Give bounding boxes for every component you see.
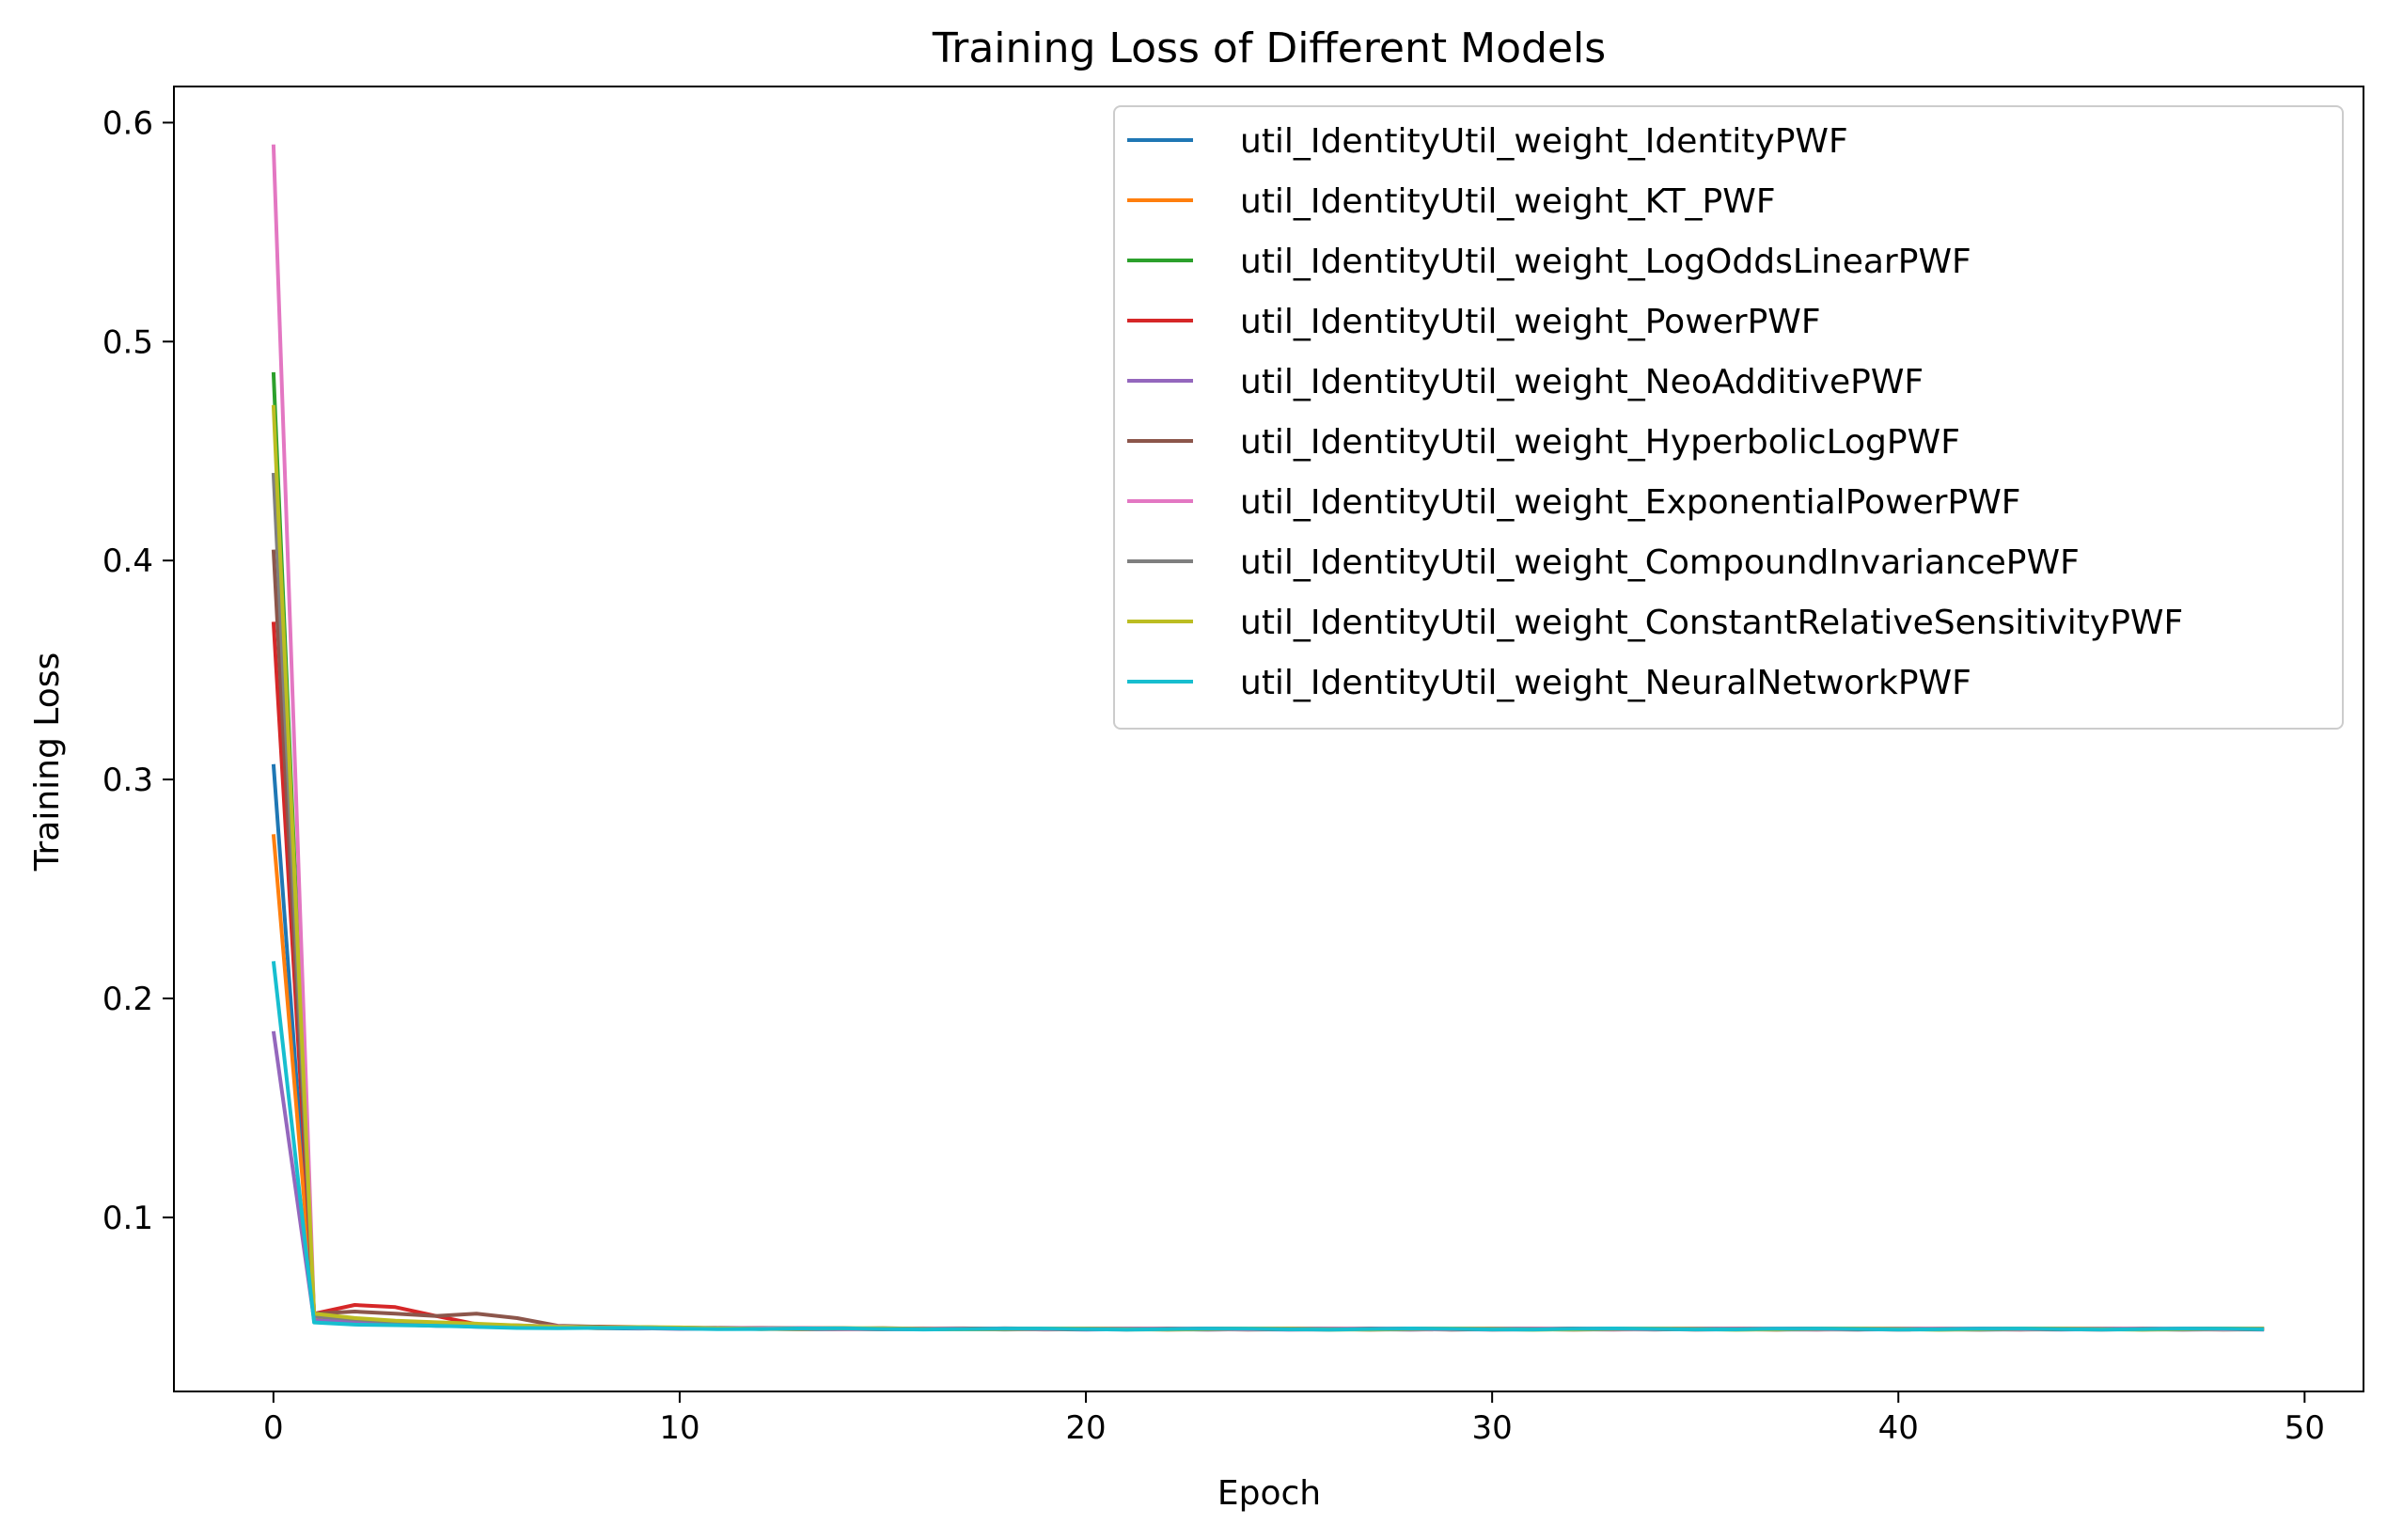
legend-label: util_IdentityUtil_weight_LogOddsLinearPW… — [1240, 243, 1971, 281]
x-tick-label: 20 — [1065, 1409, 1106, 1447]
axes: 0 10 20 30 40 50 0.1 0.2 0.3 0.4 0.5 0.6 — [102, 86, 2364, 1447]
y-tick-label: 0.3 — [102, 762, 153, 799]
x-tick-label: 0 — [263, 1409, 284, 1447]
legend-label: util_IdentityUtil_weight_NeuralNetworkPW… — [1240, 664, 1971, 702]
legend-label: util_IdentityUtil_weight_KT_PWF — [1240, 182, 1776, 221]
y-tick-label: 0.1 — [102, 1200, 153, 1237]
chart-title: Training Loss of Different Models — [932, 24, 1606, 72]
legend-label: util_IdentityUtil_weight_IdentityPWF — [1240, 122, 1848, 161]
y-tick-label: 0.5 — [102, 323, 153, 361]
legend-box — [1113, 105, 2344, 730]
x-tick-label: 10 — [659, 1409, 699, 1447]
plot-area — [271, 144, 2265, 1332]
x-tick-label: 30 — [1472, 1409, 1513, 1447]
y-tick-label: 0.2 — [102, 981, 153, 1018]
legend-label: util_IdentityUtil_weight_ExponentialPowe… — [1240, 483, 2021, 522]
x-tick-label: 50 — [2285, 1409, 2325, 1447]
legend-label: util_IdentityUtil_weight_HyperbolicLogPW… — [1240, 423, 1960, 462]
x-tick-label: 40 — [1878, 1409, 1919, 1447]
legend: util_IdentityUtil_weight_IdentityPWFutil… — [1113, 105, 2344, 730]
x-axis-label: Epoch — [1217, 1474, 1321, 1513]
y-tick-label: 0.4 — [102, 542, 153, 580]
legend-label: util_IdentityUtil_weight_ConstantRelativ… — [1240, 604, 2183, 642]
legend-label: util_IdentityUtil_weight_CompoundInvaria… — [1240, 543, 2080, 582]
legend-label: util_IdentityUtil_weight_PowerPWF — [1240, 303, 1821, 341]
y-axis-label: Training Loss — [28, 652, 67, 872]
legend-label: util_IdentityUtil_weight_NeoAdditivePWF — [1240, 363, 1924, 401]
y-tick-label: 0.6 — [102, 104, 153, 142]
series-line-10 — [271, 961, 2265, 1332]
axes-frame — [173, 86, 2364, 1392]
